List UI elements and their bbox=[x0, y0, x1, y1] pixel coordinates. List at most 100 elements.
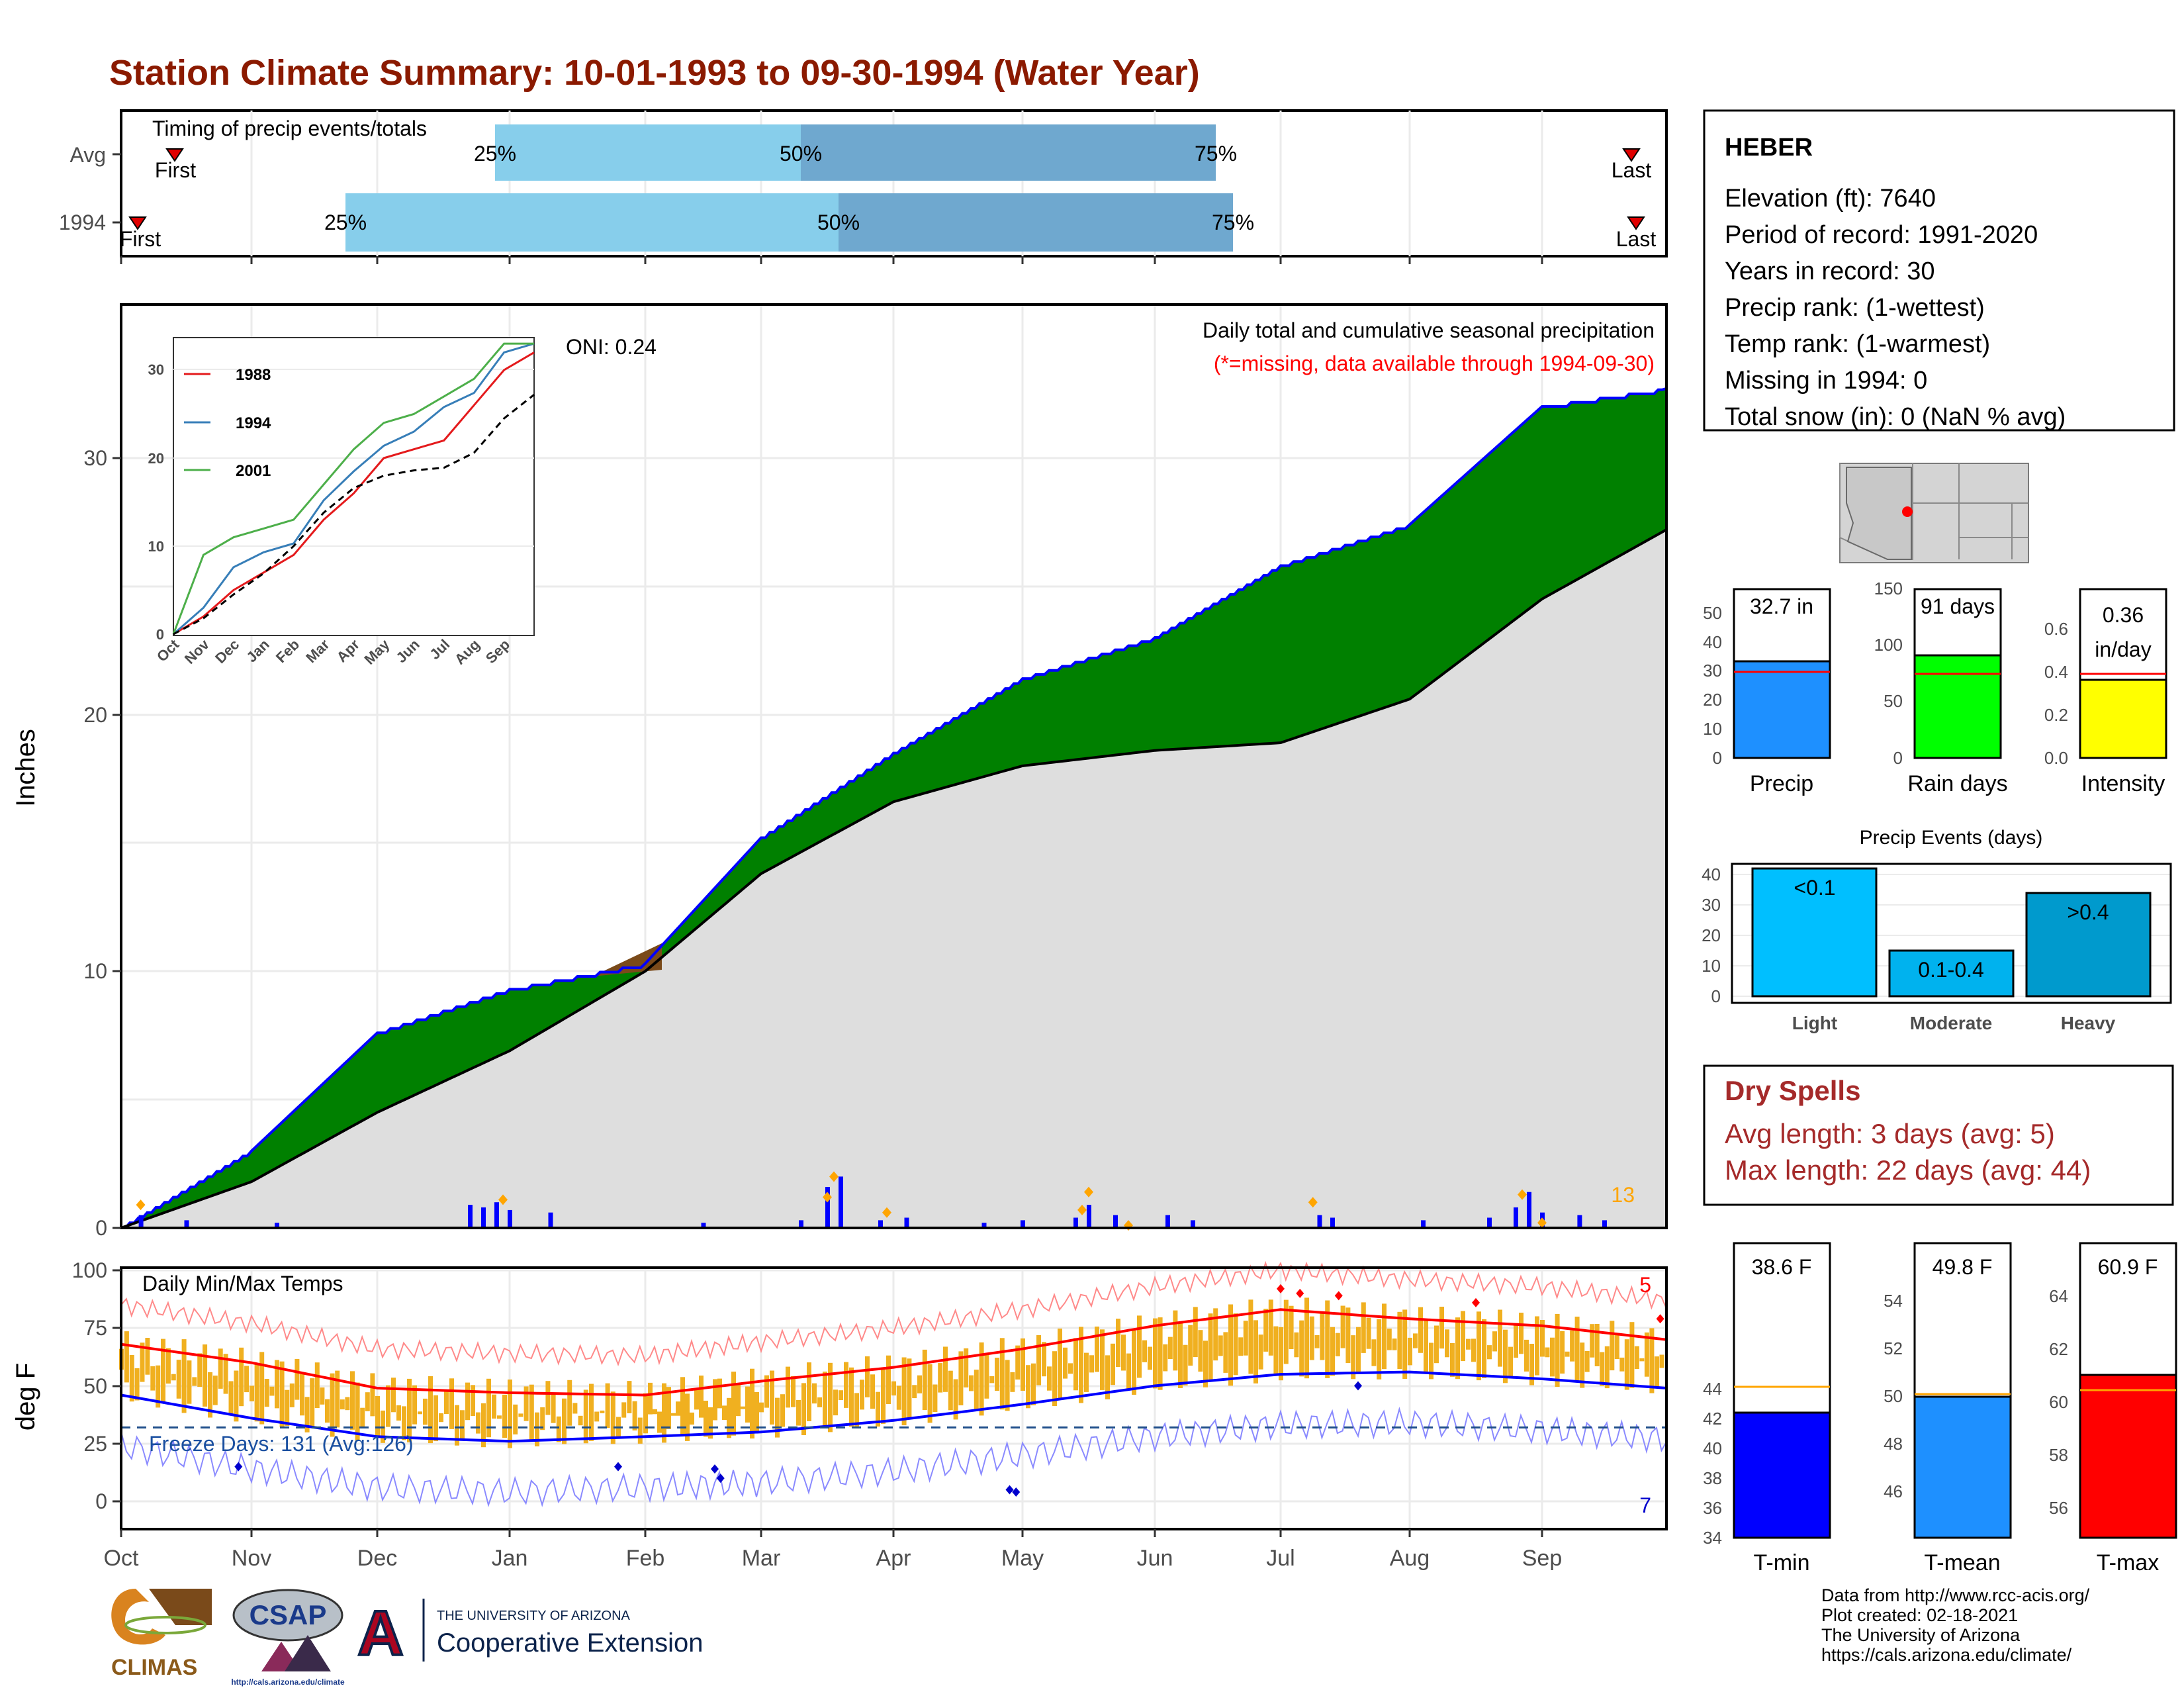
precip-event-marker bbox=[882, 1207, 891, 1218]
daily-temp-range bbox=[310, 1378, 315, 1427]
daily-temp-range bbox=[295, 1358, 300, 1400]
daily-temp-range bbox=[1503, 1329, 1508, 1383]
daily-precip-bar bbox=[184, 1220, 189, 1228]
daily-temp-range bbox=[1413, 1333, 1418, 1348]
daily-precip-bar bbox=[1087, 1205, 1091, 1228]
daily-temp-range bbox=[304, 1397, 310, 1432]
events-bar-light-label: <0.1 bbox=[1794, 876, 1835, 900]
daily-temp-range bbox=[545, 1381, 551, 1415]
university-of-arizona-logo[interactable]: A THE UNIVERSITY OF ARIZONA Cooperative … bbox=[356, 1597, 703, 1670]
daily-temp-range bbox=[330, 1373, 335, 1437]
intensity-label: 0.36 bbox=[2103, 603, 2144, 627]
daily-temp-range bbox=[1580, 1342, 1585, 1388]
locator-map bbox=[1839, 463, 2029, 563]
daily-temp-range bbox=[1450, 1342, 1455, 1377]
missing-data-note: (*=missing, data available through 1994-… bbox=[1214, 352, 1655, 375]
month-label: Jan bbox=[492, 1546, 528, 1571]
daily-temp-range bbox=[1010, 1372, 1015, 1392]
daily-temp-range bbox=[250, 1385, 254, 1401]
daily-temp-range bbox=[428, 1376, 433, 1444]
daily-temp-range bbox=[455, 1405, 459, 1446]
daily-temp-range bbox=[984, 1353, 989, 1399]
daily-temp-range bbox=[1570, 1330, 1575, 1362]
inset-grid bbox=[173, 369, 534, 547]
daily-temp-range bbox=[1345, 1307, 1351, 1364]
credit-website[interactable]: https://cals.arizona.edu/climate/ bbox=[1821, 1645, 2072, 1665]
tmin-ytick: 34 bbox=[1703, 1528, 1722, 1548]
timing-avg-q1-q2 bbox=[495, 124, 801, 181]
precip-ytick-10: 10 bbox=[83, 959, 107, 983]
daily-temp-range bbox=[1084, 1352, 1089, 1392]
daily-temp-range bbox=[375, 1395, 380, 1437]
daily-temp-range bbox=[1560, 1331, 1565, 1374]
page-title: Station Climate Summary: 10-01-1993 to 0… bbox=[109, 53, 1200, 93]
daily-temp-range bbox=[943, 1346, 948, 1392]
daily-temp-range bbox=[1148, 1346, 1152, 1370]
csap-logo[interactable]: CSAP http://cals.arizona.edu/climate bbox=[231, 1589, 345, 1687]
precip-event-marker bbox=[136, 1199, 146, 1211]
daily-precip-bar bbox=[1421, 1220, 1426, 1228]
daily-temp-range bbox=[1208, 1313, 1213, 1381]
tmean-ytick: 50 bbox=[1884, 1386, 1903, 1406]
rain-days-ytick: 100 bbox=[1874, 635, 1903, 655]
events-category-heavy: Heavy bbox=[2061, 1013, 2116, 1033]
daily-temp-range bbox=[1371, 1339, 1377, 1366]
precip-bar-ytick: 20 bbox=[1703, 690, 1722, 710]
daily-temp-range bbox=[648, 1382, 653, 1415]
daily-temp-range bbox=[839, 1390, 843, 1400]
daily-precip-bar bbox=[1191, 1220, 1195, 1228]
events-bar-moderate-label: 0.1-0.4 bbox=[1918, 958, 1984, 982]
daily-temp-range bbox=[486, 1378, 491, 1438]
daily-temp-range bbox=[518, 1413, 523, 1417]
daily-temp-range bbox=[1058, 1329, 1062, 1399]
daily-temp-range bbox=[1243, 1321, 1248, 1356]
daily-temp-range bbox=[1455, 1317, 1460, 1380]
daily-temp-range bbox=[1218, 1335, 1223, 1356]
daily-temp-range bbox=[694, 1389, 699, 1410]
daily-temp-range bbox=[360, 1407, 365, 1428]
daily-precip-bar bbox=[494, 1202, 499, 1228]
timing-row-label-avg: Avg bbox=[69, 143, 106, 167]
temp-record-marker bbox=[1012, 1487, 1021, 1497]
temp-record-marker bbox=[711, 1464, 719, 1474]
inset-legend: 1988 1994 2001 bbox=[184, 366, 271, 480]
normal-max-line bbox=[120, 1308, 1667, 1397]
daily-temp-range bbox=[1590, 1324, 1595, 1358]
timing-1994-first: First bbox=[120, 227, 161, 251]
daily-temp-range bbox=[1614, 1334, 1619, 1359]
daily-temp-range bbox=[275, 1360, 279, 1409]
daily-temp-range bbox=[1289, 1305, 1294, 1349]
events-ytick: 40 bbox=[1702, 865, 1721, 884]
temp-record-marker bbox=[1656, 1314, 1664, 1324]
daily-temp-range bbox=[812, 1383, 817, 1404]
daily-temp-range bbox=[1314, 1335, 1320, 1348]
events-category-moderate: Moderate bbox=[1910, 1013, 1992, 1033]
daily-temp-range bbox=[1126, 1353, 1131, 1389]
month-label: Mar bbox=[742, 1546, 781, 1571]
daily-temp-range bbox=[1434, 1325, 1439, 1364]
daily-precip-bar bbox=[275, 1223, 279, 1228]
temp-ytick-25: 25 bbox=[83, 1432, 107, 1456]
climas-logo[interactable]: CLIMAS bbox=[111, 1589, 212, 1680]
temp-panel: Daily Min/Max Temps Freeze Days: 131 (Av… bbox=[11, 1258, 1668, 1571]
temp-record-marker bbox=[1277, 1284, 1285, 1293]
precip-events-chart: Precip Events (days) <0.1 0.1-0.4 >0.4 0… bbox=[1702, 827, 2172, 1033]
intensity-bar bbox=[2079, 679, 2167, 759]
precip-bar-ytick: 30 bbox=[1703, 661, 1722, 680]
daily-temp-range bbox=[891, 1381, 896, 1396]
daily-temp-range bbox=[666, 1387, 671, 1429]
daily-temp-range bbox=[218, 1348, 223, 1389]
daily-precip-bar bbox=[825, 1187, 830, 1228]
daily-temp-range bbox=[1610, 1321, 1615, 1371]
daily-temp-range bbox=[713, 1379, 717, 1421]
daily-temp-range bbox=[340, 1399, 345, 1410]
temp-record-marker bbox=[614, 1462, 622, 1472]
tmax-bar bbox=[2079, 1374, 2177, 1539]
daily-temp-range bbox=[657, 1411, 662, 1433]
daily-temp-range bbox=[203, 1344, 208, 1407]
daily-temp-range bbox=[402, 1406, 406, 1440]
daily-temp-range bbox=[999, 1338, 1005, 1410]
ua-a-icon: A bbox=[357, 1598, 403, 1669]
daily-temp-range bbox=[444, 1389, 449, 1415]
credit-data-source[interactable]: Data from http://www.rcc-acis.org/ bbox=[1821, 1585, 2090, 1605]
